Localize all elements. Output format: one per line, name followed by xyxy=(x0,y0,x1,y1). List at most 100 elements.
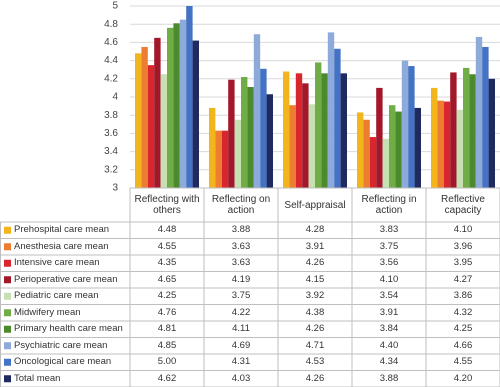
data-label: 4.11 xyxy=(232,323,250,335)
bar xyxy=(192,40,199,188)
data-label: 3.83 xyxy=(379,224,399,236)
data-label: 4.27 xyxy=(453,273,473,285)
bar xyxy=(253,34,261,189)
bar xyxy=(340,73,347,188)
data-label: 3.56 xyxy=(379,257,399,269)
y-tick-label: 3.8 xyxy=(104,110,118,121)
data-label: 4.15 xyxy=(305,273,325,285)
y-tick-label: 4.6 xyxy=(104,37,118,48)
legend-label: Prehospital care mean xyxy=(14,224,110,236)
bar xyxy=(437,100,444,188)
legend-swatch xyxy=(4,342,11,350)
data-label: 4.32 xyxy=(453,306,473,318)
data-label: 5.00 xyxy=(157,356,177,368)
bar xyxy=(215,130,222,188)
legend-swatch xyxy=(4,259,11,267)
bar xyxy=(334,48,341,188)
bar xyxy=(221,130,229,188)
data-label: 3.91 xyxy=(379,306,399,318)
bar xyxy=(431,87,438,188)
y-tick-label: 4.2 xyxy=(104,73,118,84)
legend-swatch xyxy=(4,325,11,333)
data-label: 4.10 xyxy=(379,273,399,285)
data-label: 4.38 xyxy=(305,306,325,318)
legend-swatch xyxy=(4,276,11,284)
data-label: 4.62 xyxy=(157,372,177,384)
data-label: 4.71 xyxy=(305,339,325,351)
data-label: 3.54 xyxy=(379,290,399,302)
bar xyxy=(179,19,187,189)
bar xyxy=(408,66,415,188)
bar xyxy=(173,23,180,188)
bar xyxy=(289,105,296,188)
y-tick-label: 5 xyxy=(112,1,118,12)
data-label: 4.10 xyxy=(453,224,473,236)
x-tick-label: Reflecting in action xyxy=(361,194,417,216)
legend-swatch xyxy=(4,292,11,300)
bar xyxy=(469,74,476,188)
data-label: 3.75 xyxy=(231,290,251,302)
y-tick-label: 3.4 xyxy=(104,146,118,157)
data-label: 4.66 xyxy=(453,339,473,351)
bar xyxy=(260,68,267,188)
data-label: 4.26 xyxy=(305,372,325,384)
data-label: 3.96 xyxy=(453,240,473,252)
data-label: 4.22 xyxy=(231,306,251,318)
data-label: 4.35 xyxy=(157,257,177,269)
bar xyxy=(315,62,322,188)
data-label: 4.26 xyxy=(305,257,325,269)
data-label: 4.55 xyxy=(453,356,473,368)
bar xyxy=(147,65,155,188)
bar xyxy=(401,60,409,188)
data-label: 4.69 xyxy=(231,339,251,351)
data-label: 4.25 xyxy=(453,323,473,335)
legend-label: Midwifery mean xyxy=(14,306,81,318)
bar xyxy=(160,74,167,188)
x-tick-label: Reflecting with others xyxy=(134,194,200,216)
data-label: 4.65 xyxy=(157,273,177,285)
data-label: 4.26 xyxy=(305,323,325,335)
bar xyxy=(488,78,495,188)
bar xyxy=(463,67,470,188)
bar xyxy=(135,53,142,188)
bar xyxy=(308,104,315,188)
data-label: 4.81 xyxy=(157,323,177,335)
data-label: 4.53 xyxy=(305,356,325,368)
y-tick-label: 4 xyxy=(112,92,118,103)
data-label: 4.34 xyxy=(379,356,399,368)
data-label: 3.86 xyxy=(453,290,473,302)
legend-label: Pediatric care mean xyxy=(14,290,99,302)
legend-label: Primary health care mean xyxy=(14,323,123,335)
bar xyxy=(376,87,383,188)
data-label: 3.88 xyxy=(379,372,399,384)
data-label: 3.95 xyxy=(453,257,473,269)
legend-label: Total mean xyxy=(14,372,61,384)
bar xyxy=(456,109,463,188)
data-label: 4.40 xyxy=(379,339,399,351)
bar xyxy=(154,37,161,188)
legend-label: Intensive care mean xyxy=(14,257,100,269)
data-label: 4.85 xyxy=(157,339,177,351)
legend-label: Anesthesia care mean xyxy=(14,240,109,252)
data-label: 4.31 xyxy=(231,356,251,368)
y-tick-label: 3.6 xyxy=(104,128,118,139)
x-tick-label: Reflecting on action xyxy=(211,194,271,216)
data-label: 3.88 xyxy=(231,224,251,236)
bar xyxy=(357,112,364,188)
data-label: 3.84 xyxy=(379,323,399,335)
x-tick-label: Self-appraisal xyxy=(284,199,346,211)
bar xyxy=(450,72,457,188)
data-label: 3.92 xyxy=(305,290,325,302)
bar xyxy=(475,36,483,188)
bar xyxy=(241,76,248,188)
bar xyxy=(234,119,241,188)
y-tick-label: 3 xyxy=(112,183,118,194)
bar xyxy=(443,101,451,188)
data-label: 3.75 xyxy=(379,240,399,252)
legend-label: Oncological care mean xyxy=(14,356,112,368)
bar xyxy=(209,107,216,188)
legend-swatch xyxy=(4,309,11,317)
y-tick-label: 4.8 xyxy=(104,19,118,30)
